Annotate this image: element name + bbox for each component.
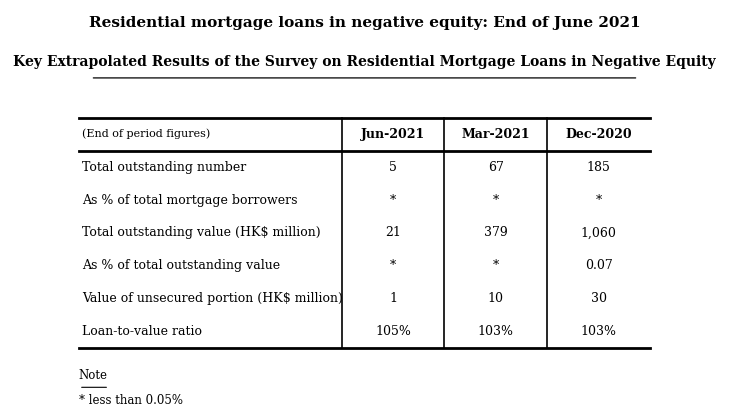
Text: 379: 379 [484, 227, 508, 240]
Text: 105%: 105% [375, 326, 411, 338]
Text: Loan-to-value ratio: Loan-to-value ratio [82, 326, 203, 338]
Text: Total outstanding number: Total outstanding number [82, 161, 246, 173]
Text: 5: 5 [389, 161, 397, 173]
Text: Jun-2021: Jun-2021 [361, 128, 425, 141]
Text: * less than 0.05%: * less than 0.05% [79, 394, 183, 407]
Text: 1,060: 1,060 [581, 227, 617, 240]
Text: Residential mortgage loans in negative equity: End of June 2021: Residential mortgage loans in negative e… [89, 16, 640, 29]
Text: 30: 30 [590, 292, 607, 306]
Text: *: * [390, 193, 396, 207]
Text: 1: 1 [389, 292, 397, 306]
Text: *: * [390, 259, 396, 272]
Text: 0.07: 0.07 [585, 259, 612, 272]
Text: Mar-2021: Mar-2021 [461, 128, 530, 141]
Text: Dec-2020: Dec-2020 [566, 128, 632, 141]
Text: 10: 10 [488, 292, 504, 306]
Text: 103%: 103% [581, 326, 617, 338]
Text: (End of period figures): (End of period figures) [82, 129, 211, 139]
Text: 67: 67 [488, 161, 504, 173]
Text: 103%: 103% [478, 326, 514, 338]
Text: *: * [493, 193, 499, 207]
Text: *: * [493, 259, 499, 272]
Text: Total outstanding value (HK$ million): Total outstanding value (HK$ million) [82, 227, 321, 240]
Text: As % of total outstanding value: As % of total outstanding value [82, 259, 281, 272]
Text: 21: 21 [385, 227, 401, 240]
Text: Key Extrapolated Results of the Survey on Residential Mortgage Loans in Negative: Key Extrapolated Results of the Survey o… [13, 55, 716, 69]
Text: Note: Note [79, 369, 108, 382]
Text: 185: 185 [587, 161, 611, 173]
Text: As % of total mortgage borrowers: As % of total mortgage borrowers [82, 193, 298, 207]
Text: *: * [596, 193, 602, 207]
Text: Value of unsecured portion (HK$ million): Value of unsecured portion (HK$ million) [82, 292, 343, 306]
